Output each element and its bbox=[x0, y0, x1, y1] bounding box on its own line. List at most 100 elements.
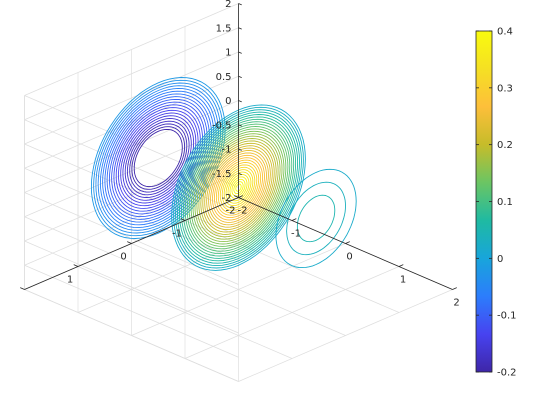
contour-line bbox=[120, 112, 197, 204]
contour-line bbox=[102, 90, 215, 226]
z-tick-label: 1.5 bbox=[216, 23, 232, 34]
z-tick-label: 2 bbox=[225, 0, 231, 10]
z-tick-mark bbox=[238, 3, 242, 6]
y-tick-mark bbox=[234, 195, 239, 198]
z-tick-mark bbox=[238, 124, 242, 127]
y-tick-mark bbox=[180, 218, 186, 221]
contour-line bbox=[180, 116, 297, 259]
x-tick-label: 1 bbox=[400, 275, 406, 286]
contour-line bbox=[129, 123, 188, 193]
x-tick-mark bbox=[291, 218, 297, 221]
z-tick-label: -1 bbox=[222, 145, 232, 156]
colorbar-tick-label: 0.4 bbox=[497, 27, 513, 38]
y-tick-mark bbox=[20, 287, 25, 290]
contour-line bbox=[190, 128, 287, 247]
colorbar-tick-label: 0.3 bbox=[497, 83, 513, 94]
z-tick-mark bbox=[238, 27, 242, 30]
colorbar-tick-label: -0.1 bbox=[497, 311, 517, 322]
y-tick-label: 0 bbox=[120, 252, 126, 263]
gridline bbox=[24, 75, 239, 169]
contour-line bbox=[117, 109, 199, 207]
contour-line bbox=[219, 164, 258, 211]
z-tick-mark bbox=[238, 75, 242, 78]
contour-line bbox=[225, 171, 252, 204]
z-tick-mark bbox=[238, 100, 242, 103]
contour-line bbox=[90, 77, 226, 239]
tick-labels: -2 -1.5 -1 -0.5 0 0.5 1 1.5 2 -2 -1 0 1 2 -2 -1 0 1 bbox=[67, 0, 460, 309]
contour-line bbox=[171, 104, 306, 271]
contour-line bbox=[217, 162, 260, 214]
axes-gridlines bbox=[24, 3, 453, 382]
z-tick-label: 0 bbox=[225, 96, 231, 107]
contour-line bbox=[196, 135, 281, 240]
x-tick-label: -2 bbox=[238, 206, 248, 217]
contour-line bbox=[286, 181, 346, 256]
colorbar-tick-label: -0.2 bbox=[497, 368, 517, 379]
contour-line bbox=[206, 147, 271, 228]
contour-line bbox=[122, 115, 195, 201]
y-tick-label: -2 bbox=[226, 206, 236, 217]
z-tick-mark bbox=[238, 172, 242, 175]
x-tick-mark bbox=[238, 195, 243, 198]
contour-line bbox=[173, 106, 304, 269]
contour-lobe bbox=[171, 104, 306, 271]
contour-line bbox=[212, 154, 265, 221]
contour-line bbox=[296, 194, 336, 243]
x-tick-mark bbox=[345, 241, 350, 244]
x-tick-mark bbox=[398, 264, 404, 267]
contour-line bbox=[175, 109, 302, 267]
x-tick-mark bbox=[452, 287, 457, 290]
contour-line bbox=[227, 174, 250, 202]
z-tick-mark bbox=[238, 51, 242, 54]
contour-lobe bbox=[275, 168, 357, 269]
gridline bbox=[24, 167, 239, 261]
y-tick-label: -1 bbox=[172, 229, 182, 240]
gridline bbox=[24, 3, 239, 96]
contour-line bbox=[113, 104, 204, 212]
gridline bbox=[24, 216, 239, 310]
x-tick-label: 0 bbox=[346, 252, 352, 263]
contour-line bbox=[124, 118, 192, 198]
gridline bbox=[24, 240, 239, 334]
y-tick-mark bbox=[127, 241, 132, 244]
gridline bbox=[24, 143, 239, 237]
gridline bbox=[24, 51, 239, 145]
x-tick-label: -1 bbox=[291, 229, 301, 240]
contour-line bbox=[133, 128, 183, 188]
contour-line bbox=[198, 138, 279, 238]
contour-line bbox=[177, 111, 300, 264]
contour-line bbox=[213, 157, 264, 219]
contour-line bbox=[182, 118, 295, 257]
x-tick-label: 2 bbox=[453, 298, 459, 309]
z-tick-mark bbox=[238, 197, 242, 200]
contour-line bbox=[186, 123, 291, 252]
gridline bbox=[24, 289, 239, 382]
contour-line bbox=[200, 140, 277, 235]
contour-line bbox=[194, 133, 283, 243]
contour-line bbox=[208, 150, 269, 226]
colorbar-ticks: -0.2 -0.1 0 0.1 0.2 0.3 0.4 bbox=[476, 27, 517, 379]
y-tick-mark bbox=[73, 264, 79, 267]
z-tick-label: 1 bbox=[225, 48, 231, 59]
contour-line bbox=[188, 126, 289, 250]
contour-line bbox=[275, 168, 357, 269]
colorbar-tick-label: 0.1 bbox=[497, 197, 513, 208]
contour-lines bbox=[90, 77, 357, 271]
contour-line bbox=[184, 121, 293, 255]
colorbar: -0.2 -0.1 0 0.1 0.2 0.3 0.4 bbox=[475, 27, 517, 379]
contour-line bbox=[204, 145, 273, 231]
contour-line bbox=[223, 169, 254, 207]
contour-line bbox=[131, 126, 186, 190]
contour-lobe bbox=[90, 77, 226, 239]
contour-line bbox=[178, 114, 299, 262]
gridline bbox=[24, 27, 239, 121]
contour-line bbox=[221, 166, 256, 209]
contour-line bbox=[99, 87, 217, 229]
colorbar-tick-label: 0.2 bbox=[497, 140, 513, 151]
contour-line bbox=[108, 98, 208, 218]
z-tick-label: -2 bbox=[222, 193, 232, 204]
gridline bbox=[238, 289, 453, 382]
contour-line bbox=[126, 120, 190, 196]
gridline bbox=[24, 264, 239, 358]
